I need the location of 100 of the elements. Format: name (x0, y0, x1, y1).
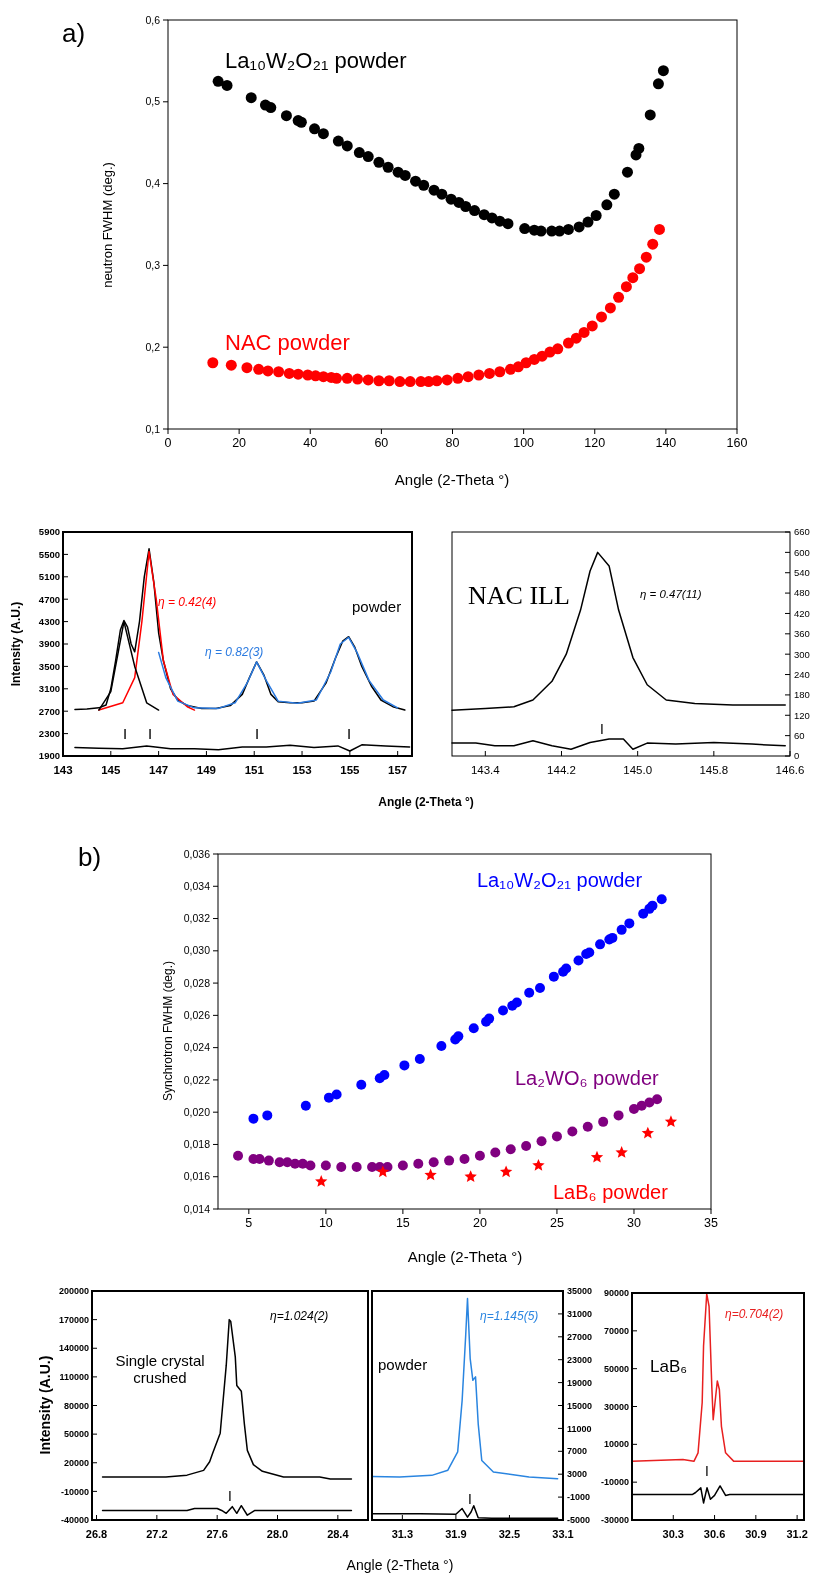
x-tick-label: 145.8 (699, 764, 729, 776)
x-tick-label: 30 (627, 1216, 641, 1230)
x-tick-label: 153 (292, 764, 312, 776)
x-tick-label: 100 (513, 436, 535, 450)
y-tick-label: 170000 (58, 1314, 89, 1325)
annotation: | (600, 723, 604, 734)
y-tick-label: 10000 (603, 1439, 629, 1450)
y2-tick-label: 180 (794, 689, 810, 701)
annotation: η=0.704(2) (725, 1307, 784, 1321)
x-axis-title: Angle (2-Theta °) (394, 471, 510, 488)
y-tick-label: 0,030 (183, 944, 211, 957)
x-tick-label: 31.9 (445, 1528, 467, 1540)
y-tick-label: 0,016 (183, 1170, 211, 1183)
x-tick-label: 60 (374, 436, 389, 450)
y-tick-label: 2300 (38, 727, 60, 739)
y2-tick-label: 540 (794, 567, 810, 579)
y-tick-label: 0,036 (183, 847, 211, 860)
y-tick-label: 0,5 (145, 95, 161, 108)
x-tick-label: 155 (340, 764, 361, 776)
y2-tick-label: 35000 (567, 1286, 593, 1297)
y2-tick-label: 19000 (567, 1377, 593, 1388)
y2-tick-label: 660 (794, 526, 810, 538)
y2-tick-label: 7000 (567, 1446, 588, 1457)
x-tick-label: 145.0 (623, 764, 653, 776)
y-tick-label: 0,014 (183, 1202, 211, 1215)
x-tick-label: 40 (303, 436, 318, 450)
annotation: | (705, 1465, 709, 1476)
chart-title: b) (78, 842, 102, 872)
text: LaB₆ (650, 1357, 688, 1376)
x-tick-label: 25 (549, 1216, 564, 1230)
y-tick-label: 0,020 (183, 1105, 211, 1118)
x-tick-label: 30.6 (703, 1528, 726, 1540)
y2-tick-label: 240 (794, 668, 810, 680)
annotation: η=1.145(5) (480, 1309, 539, 1323)
y2-tick-label: 420 (794, 607, 810, 619)
x-tick-label: 28.4 (327, 1528, 350, 1540)
y-tick-label: 0,028 (183, 976, 211, 989)
annotation: | (123, 727, 127, 739)
x-tick-label: 15 (395, 1216, 410, 1230)
y2-tick-label: 120 (794, 709, 810, 721)
x-tick-label: 27.6 (206, 1528, 228, 1540)
y-tick-label: 0,032 (183, 912, 211, 925)
x-tick-label: 80 (445, 436, 460, 450)
y2-tick-label: 480 (794, 587, 810, 599)
y-axis-title: neutron FWHM (deg.) (100, 162, 115, 288)
annotation: | (228, 1490, 232, 1501)
y2-tick-label: -1000 (567, 1492, 591, 1503)
y-tick-label: 0,1 (145, 422, 161, 435)
x-tick-label: 160 (726, 436, 748, 450)
y-axis-title: Intensity (A.U.) (37, 1355, 53, 1455)
x-tick-label: 33.1 (552, 1528, 574, 1540)
y-tick-label: 0,022 (183, 1073, 211, 1086)
x-tick-label: 146.6 (775, 764, 805, 776)
text: Single crystal crushed (115, 1352, 205, 1387)
y-tick-label: 140000 (58, 1343, 89, 1354)
y-tick-label: 0,3 (145, 259, 161, 272)
x-tick-label: 20 (232, 436, 247, 450)
text: NAC ILL (468, 581, 570, 610)
y-tick-label: 70000 (603, 1325, 629, 1336)
y-axis-title: Synchrotron FWHM (deg.) (161, 960, 175, 1102)
y2-tick-label: 60 (794, 729, 805, 741)
y-tick-label: 110000 (59, 1372, 89, 1383)
y-tick-label: 0,034 (183, 879, 211, 892)
y-tick-label: -30000 (600, 1515, 629, 1526)
y-tick-label: 0,024 (183, 1041, 211, 1054)
y-tick-label: 90000 (603, 1288, 629, 1299)
y2-tick-label: 300 (794, 648, 810, 660)
x-tick-label: 5 (245, 1216, 253, 1230)
chart-title: a) (62, 18, 86, 48)
x-tick-label: 31.2 (786, 1528, 808, 1540)
x-tick-label: 31.3 (391, 1528, 414, 1540)
y-tick-label: 3900 (38, 638, 60, 650)
x-tick-label: 26.8 (85, 1528, 108, 1540)
annotation: η=1.024(2) (270, 1309, 329, 1323)
series-label: La₁₀W₂O₂₁ powder (225, 48, 407, 73)
y2-tick-label: 23000 (567, 1354, 593, 1365)
y-tick-label: 4300 (38, 615, 60, 627)
y-tick-label: 2700 (38, 705, 60, 717)
y-tick-label: 0,4 (145, 177, 161, 190)
x-tick-label: 32.5 (498, 1528, 521, 1540)
y-tick-label: 3100 (38, 683, 60, 695)
y2-tick-label: 0 (794, 750, 800, 762)
y2-tick-label: 31000 (567, 1309, 593, 1320)
y-tick-label: 3500 (38, 660, 60, 672)
text: powder (352, 598, 402, 615)
y2-tick-label: 27000 (567, 1331, 593, 1342)
annotation: | (148, 727, 152, 739)
x-tick-label: 20 (472, 1216, 487, 1230)
y-tick-label: 20000 (63, 1457, 89, 1468)
x-tick-label: 35 (704, 1216, 718, 1230)
y-tick-label: 5100 (38, 571, 60, 583)
annotation: η = 0.47(11) (640, 588, 702, 600)
x-tick-label: 151 (244, 764, 265, 776)
x-axis-title: Angle (2-Theta °) (346, 1557, 454, 1573)
annotation: | (255, 727, 259, 739)
x-tick-label: 144.2 (547, 764, 576, 776)
x-tick-label: 30.3 (662, 1528, 684, 1540)
x-tick-label: 27.2 (146, 1528, 168, 1540)
annotation: η = 0.82(3) (205, 645, 264, 659)
series-label: La₂WO₆ powder (515, 1067, 659, 1089)
